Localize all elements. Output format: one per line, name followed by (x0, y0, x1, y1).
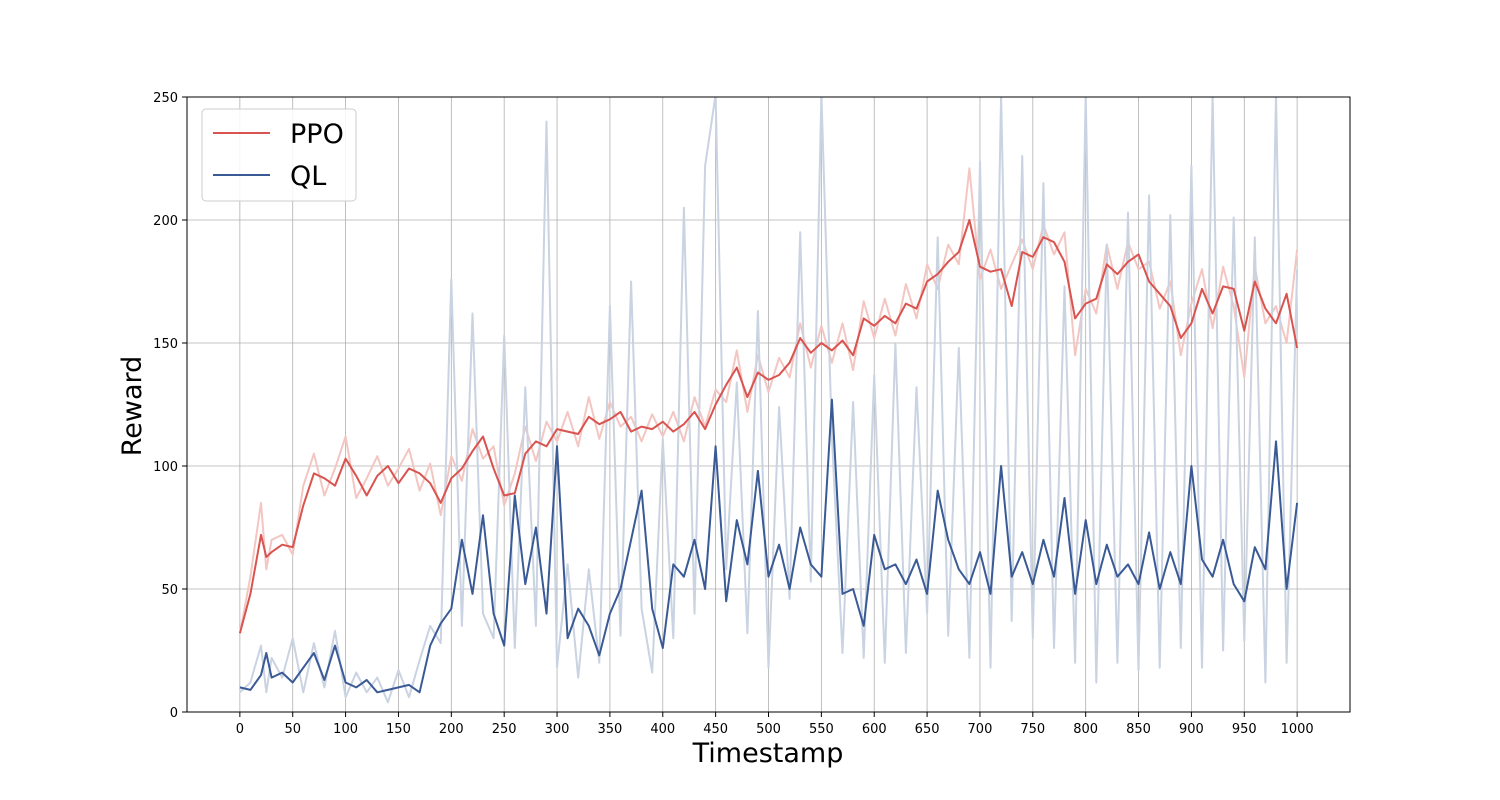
series-ql-raw-line (239, 97, 1299, 704)
x-axis-ticks: 0 50 100 150 200 250 300 350 400 450 500 550 600 650 7… (236, 712, 1314, 737)
x-axis-label: Timestamp (692, 738, 844, 769)
x-tick-label: 650 (915, 722, 940, 737)
y-tick-label: 250 (153, 91, 178, 106)
y-tick-label: 0 (170, 706, 178, 721)
x-tick-label: 900 (1179, 722, 1204, 737)
x-tick-label: 850 (1126, 722, 1151, 737)
x-tick-label: 200 (439, 722, 464, 737)
x-tick-label: 350 (597, 722, 622, 737)
x-tick-label: 700 (968, 722, 993, 737)
x-tick-label: 150 (386, 722, 411, 737)
y-tick-label: 100 (153, 460, 178, 475)
y-tick-label: 50 (161, 583, 178, 598)
x-tick-label: 950 (1232, 722, 1257, 737)
legend-label-ql: QL (290, 161, 326, 192)
y-axis-label: Reward (117, 356, 148, 457)
x-tick-label: 50 (284, 722, 301, 737)
x-tick-label: 450 (703, 722, 728, 737)
y-tick-label: 150 (153, 337, 178, 352)
x-tick-label: 800 (1073, 722, 1098, 737)
series-ql-smoothed-line (239, 398, 1299, 694)
x-tick-label: 300 (545, 722, 570, 737)
series-layer (238, 97, 1299, 704)
x-tick-label: 550 (809, 722, 834, 737)
x-tick-label: 100 (333, 722, 358, 737)
x-tick-label: 750 (1020, 722, 1045, 737)
legend: PPO QL (201, 108, 357, 202)
y-axis-ticks: 0 50 100 150 200 250 (153, 91, 187, 721)
series-ppo-raw-line (238, 167, 1299, 634)
x-tick-label: 1000 (1281, 722, 1314, 737)
legend-label-ppo: PPO (290, 119, 344, 150)
x-tick-label: 400 (650, 722, 675, 737)
series-ppo-smoothed-line (238, 219, 1299, 634)
x-tick-label: 250 (492, 722, 517, 737)
x-tick-label: 0 (236, 722, 244, 737)
x-tick-label: 500 (756, 722, 781, 737)
y-tick-label: 200 (153, 214, 178, 229)
x-tick-label: 600 (862, 722, 887, 737)
